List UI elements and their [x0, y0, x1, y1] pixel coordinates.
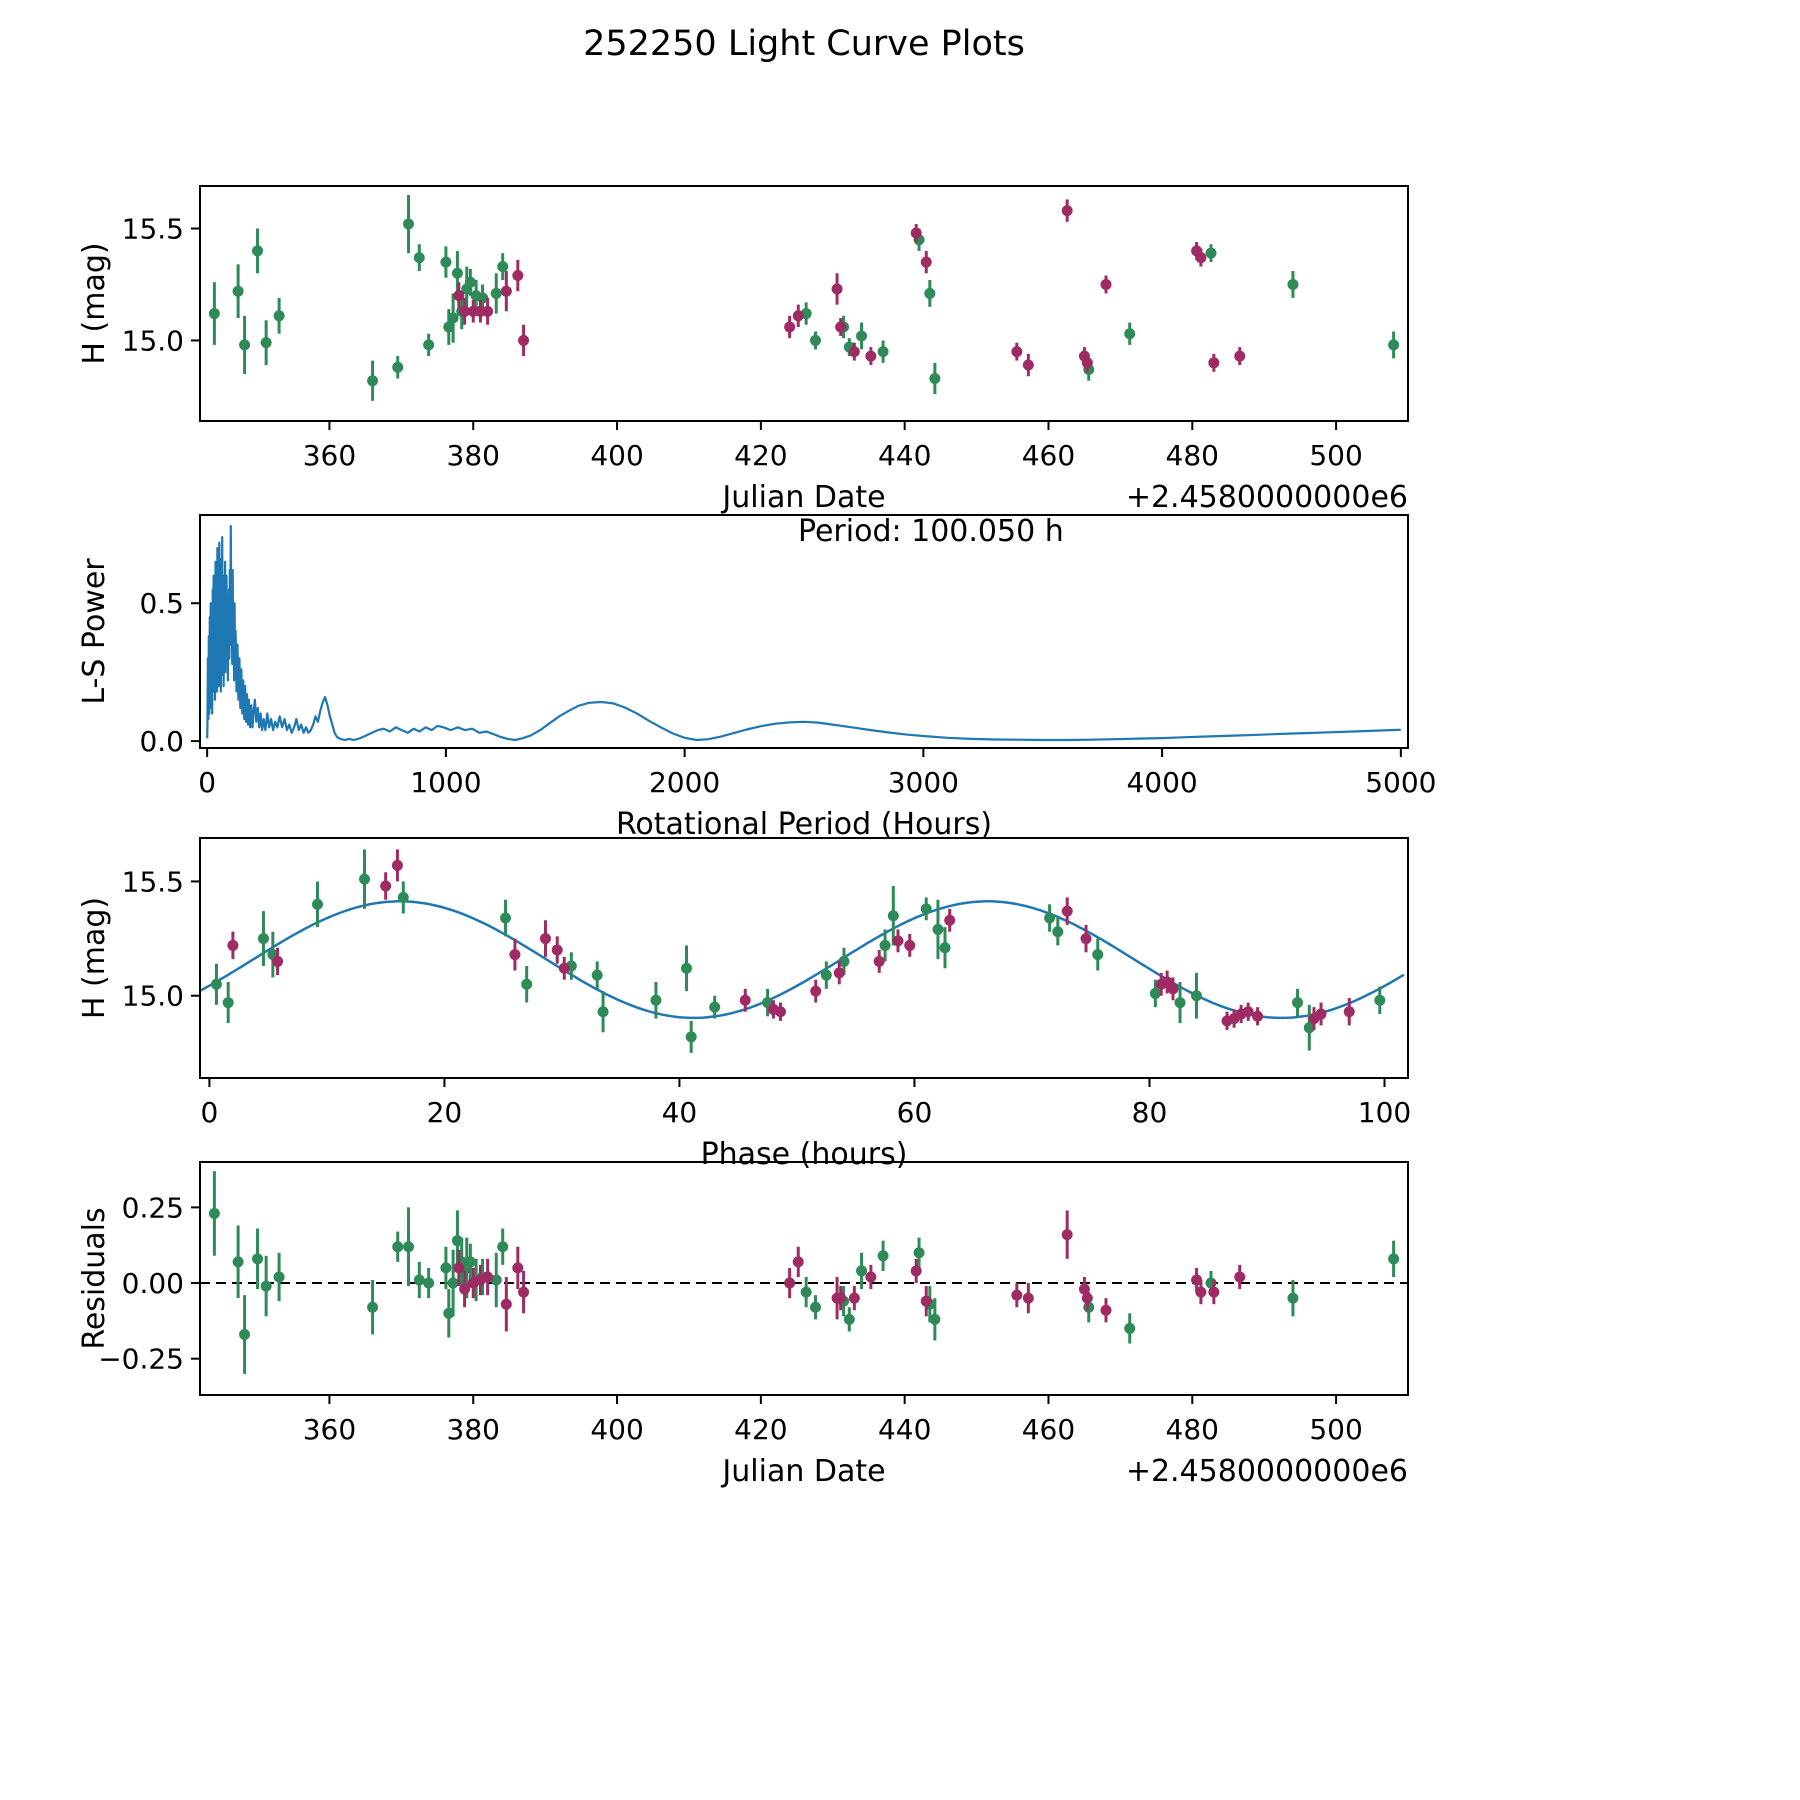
x-tick-label: 420 [734, 439, 787, 472]
x-tick-label: 360 [303, 439, 356, 472]
dataset-green [208, 1171, 1400, 1374]
figure-title: 252250 Light Curve Plots [583, 24, 1025, 64]
x-axis-label: Phase (hours) [701, 1137, 908, 1172]
x-tick-label: 20 [427, 1096, 463, 1129]
x-tick-label: 480 [1166, 439, 1219, 472]
x-tick-label: 460 [1022, 1413, 1075, 1446]
axes-frame [199, 837, 1409, 1079]
x-tick-label: 440 [878, 439, 931, 472]
y-tick-label: 15.0 [122, 324, 184, 357]
x-axis-offset-label: +2.4580000000e6 [1126, 1454, 1408, 1489]
residuals-plot: 360 380 400 420 440 460 480 500 −0.25 0.00 0.25 Jul… [77, 1161, 1409, 1489]
x-tick-label: 480 [1166, 1413, 1219, 1446]
x-tick-label: 0 [200, 1096, 218, 1129]
y-tick-label: 0.00 [122, 1267, 184, 1300]
period-annotation: Period: 100.050 h [798, 514, 1064, 549]
x-tick-label: 5000 [1365, 766, 1436, 799]
x-tick-label: 500 [1309, 1413, 1362, 1446]
axes-frame [199, 1161, 1409, 1396]
y-tick-label: 0.25 [122, 1191, 184, 1224]
x-tick-label: 100 [1358, 1096, 1411, 1129]
dataset-purple [453, 1210, 1246, 1332]
x-tick-label: 4000 [1126, 766, 1197, 799]
x-tick-label: 400 [590, 1413, 643, 1446]
x-tick-label: 2000 [649, 766, 720, 799]
y-axis-label: H (mag) [77, 897, 112, 1019]
dataset-purple [227, 849, 1355, 1030]
x-tick-label: 3000 [888, 766, 959, 799]
y-tick-label: −0.25 [98, 1343, 184, 1376]
x-tick-label: 400 [590, 439, 643, 472]
x-tick-label: 80 [1132, 1096, 1168, 1129]
periodogram-plot: 0 1000 2000 3000 4000 5000 0.0 0.5 Rotational Pe… [77, 514, 1436, 842]
dataset-green [208, 194, 1400, 401]
x-axis-label: Julian Date [720, 1454, 885, 1489]
x-tick-label: 380 [447, 1413, 500, 1446]
jd-magnitude-plot: 360 380 400 420 440 460 480 500 15.0 15.5 Julian D… [77, 185, 1409, 515]
y-axis-label: Residuals [77, 1207, 112, 1349]
x-tick-label: 420 [734, 1413, 787, 1446]
x-tick-label: 360 [303, 1413, 356, 1446]
dataset-purple [453, 199, 1246, 377]
axes-frame [199, 514, 1409, 749]
x-tick-label: 380 [447, 439, 500, 472]
phase-folded-plot: 0 20 40 60 80 100 15.0 15.5 Phase (hours) H (mag) [77, 837, 1411, 1172]
axes-frame [199, 185, 1409, 422]
dataset-green [210, 849, 1386, 1053]
y-axis-label: L-S Power [77, 558, 112, 705]
x-tick-label: 1000 [410, 766, 481, 799]
x-tick-label: 40 [662, 1096, 698, 1129]
x-tick-label: 60 [897, 1096, 933, 1129]
x-axis-label: Julian Date [720, 480, 885, 515]
x-tick-label: 500 [1309, 439, 1362, 472]
x-tick-label: 0 [198, 766, 216, 799]
y-tick-label: 15.5 [122, 865, 184, 898]
y-axis-label: H (mag) [77, 242, 112, 364]
x-axis-offset-label: +2.4580000000e6 [1126, 480, 1408, 515]
periodogram-line [206, 524, 1401, 742]
x-tick-label: 460 [1022, 439, 1075, 472]
x-tick-label: 440 [878, 1413, 931, 1446]
y-tick-label: 0.0 [139, 725, 184, 758]
y-tick-label: 15.0 [122, 980, 184, 1013]
sinusoid-fit-line [199, 900, 1405, 1020]
y-tick-label: 15.5 [122, 213, 184, 246]
x-axis-label: Rotational Period (Hours) [616, 807, 992, 842]
y-tick-label: 0.5 [139, 587, 184, 620]
